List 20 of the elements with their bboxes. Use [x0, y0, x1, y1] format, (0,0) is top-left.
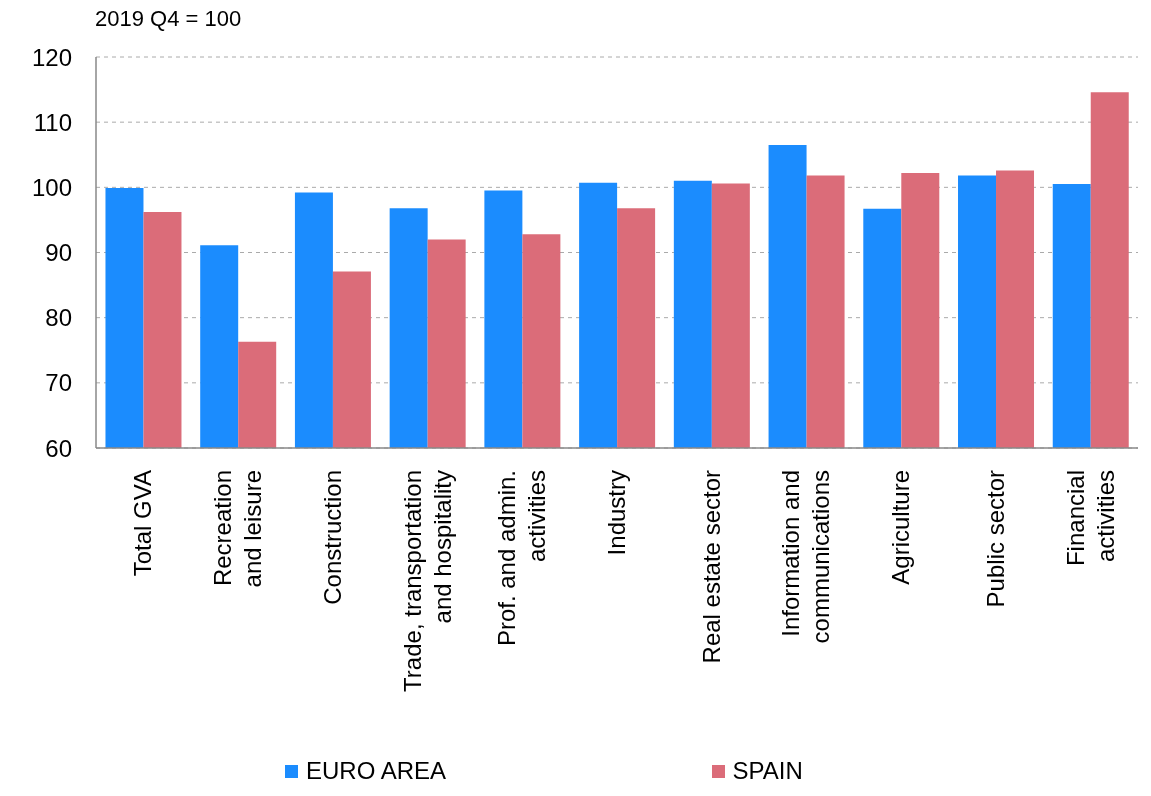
x-tick-label: Agriculture	[887, 470, 915, 585]
y-tick-label: 120	[31, 43, 72, 71]
x-tick-label: Trade, transportation and hospitality	[398, 470, 456, 692]
y-tick-label: 110	[33, 108, 72, 136]
y-axis-title: 2019 Q4 = 100	[95, 6, 242, 32]
x-tick-label: Real estate sector	[697, 470, 725, 664]
x-tick-label: Financial activities	[1061, 470, 1119, 567]
x-tick-label: Public sector	[981, 469, 1009, 608]
y-tick-label: 90	[45, 239, 72, 267]
x-tick-label: Construction	[318, 470, 346, 605]
legend-label: EURO AREA	[306, 757, 447, 785]
y-tick-label: 100	[31, 173, 72, 201]
y-tick-label: 70	[45, 369, 72, 397]
y-tick-label: 80	[45, 304, 72, 332]
x-tick-label: Information and communications	[777, 470, 835, 644]
legend-label: SPAIN	[732, 757, 803, 785]
y-tick-label: 60	[45, 434, 72, 462]
x-tick-label: Recreation and leisure	[209, 470, 267, 588]
x-tick-label: Total GVA	[129, 470, 157, 577]
x-tick-label: Industry	[603, 470, 630, 556]
